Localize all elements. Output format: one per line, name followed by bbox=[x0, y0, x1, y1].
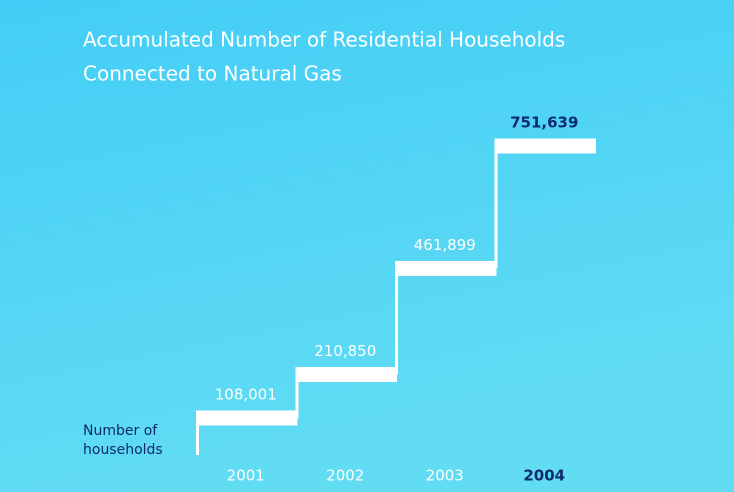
step-riser bbox=[196, 417, 199, 455]
x-tick-label: 2001 bbox=[227, 467, 265, 485]
value-label: 751,639 bbox=[510, 114, 578, 132]
step-riser bbox=[295, 374, 299, 418]
x-tick-label: 2002 bbox=[326, 467, 364, 485]
x-tick-label: 2004 bbox=[523, 467, 565, 485]
step-riser bbox=[395, 268, 398, 375]
value-label: 210,850 bbox=[314, 342, 376, 360]
step-bar bbox=[196, 410, 298, 426]
step-bar bbox=[395, 260, 497, 276]
step-bar bbox=[494, 138, 596, 154]
chart-title: Accumulated Number of Residential Househ… bbox=[83, 28, 565, 52]
y-label: Number of bbox=[83, 423, 158, 439]
chart-title: Connected to Natural Gas bbox=[83, 62, 342, 86]
step-riser bbox=[494, 146, 498, 269]
step-bar bbox=[295, 367, 397, 383]
y-label: households bbox=[83, 442, 163, 458]
x-tick-label: 2003 bbox=[426, 467, 464, 485]
value-label: 461,899 bbox=[414, 236, 476, 254]
value-label: 108,001 bbox=[215, 385, 277, 403]
